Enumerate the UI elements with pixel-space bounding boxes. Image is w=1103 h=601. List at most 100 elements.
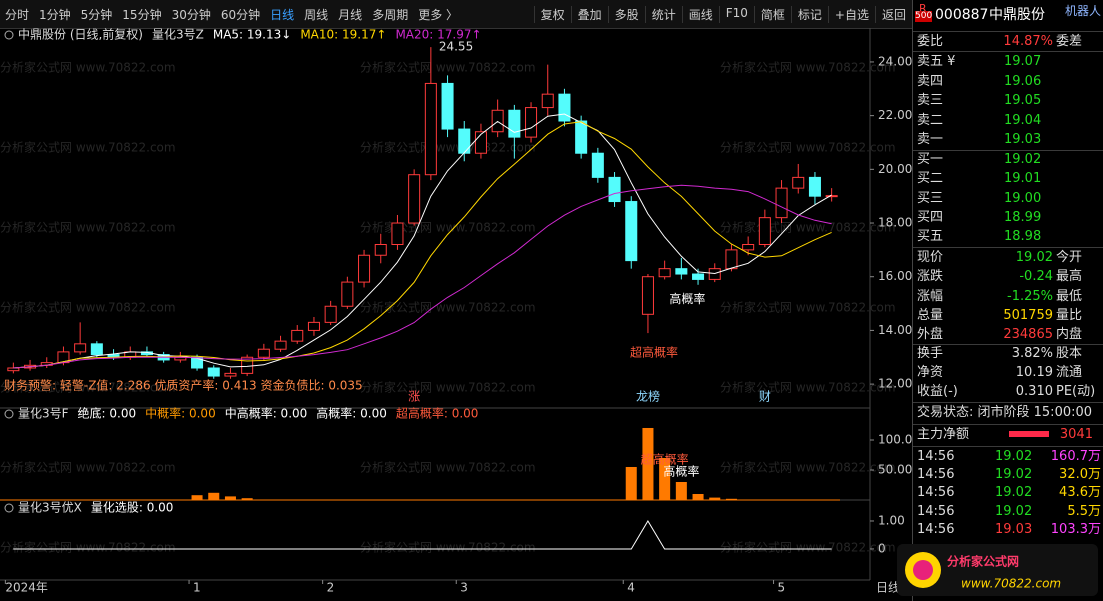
watermark: 分析家公式网 www.70822.com: [0, 380, 176, 395]
tool-button[interactable]: 返回: [874, 5, 912, 23]
period-label: 日线: [876, 581, 900, 595]
candle-body: [825, 195, 838, 198]
candle-body: [458, 128, 471, 154]
bid-label: 买四: [917, 209, 944, 225]
tool-button[interactable]: 叠加: [570, 5, 608, 23]
trade-volume: 32.0万: [1059, 467, 1101, 483]
candle-body: [608, 176, 621, 203]
candle-body: [641, 276, 654, 315]
event-marker: 涨: [408, 389, 420, 404]
ask-label: 卖二: [917, 112, 944, 128]
tool-button[interactable]: 标记: [790, 5, 828, 23]
separator: [913, 344, 1103, 345]
period-tab[interactable]: 月线: [338, 7, 363, 22]
stat-label: 涨幅: [917, 288, 944, 304]
bar: [725, 498, 737, 500]
tool-buttons: 复权 叠加 多股 统计 画线 F10 简框 标记 +自选 返回: [533, 5, 912, 23]
bar: [625, 466, 637, 500]
stat-value: -0.24: [1019, 269, 1053, 285]
trade-time: 14:56: [917, 521, 955, 537]
ratio-label: 委比: [917, 34, 944, 49]
watermark: 分析家公式网 www.70822.com: [720, 60, 896, 75]
tag: 机器人: [1065, 4, 1102, 18]
y-tick-label: 1.00: [878, 513, 905, 527]
bar: [692, 493, 704, 500]
stat-label: 收益(-): [917, 384, 958, 399]
candle-body: [508, 109, 521, 138]
y-tick-label: 22.00: [878, 108, 912, 122]
candle-body: [191, 356, 204, 369]
watermark: 分析家公式网 www.70822.com: [360, 300, 536, 315]
bar: [709, 497, 721, 500]
separator: [913, 51, 1103, 52]
x-tick-label: 5: [778, 581, 786, 595]
tool-button[interactable]: 复权: [533, 5, 571, 23]
watermark: 分析家公式网 www.70822.com: [720, 540, 896, 555]
trade-time: 14:56: [917, 503, 955, 519]
trade-time: 14:56: [917, 485, 955, 501]
candle-body: [424, 82, 437, 176]
stat-label: 股本: [1056, 346, 1083, 361]
period-tab[interactable]: 1分钟: [39, 7, 71, 22]
candle-body: [525, 107, 538, 138]
candle-body: [241, 356, 254, 374]
trade-price: 19.02: [995, 485, 1033, 501]
ma-line: [13, 113, 832, 369]
period-tab[interactable]: 日线: [270, 7, 295, 22]
period-tab[interactable]: 分时: [5, 7, 30, 22]
period-tab[interactable]: 5分钟: [80, 7, 113, 22]
candle-body: [558, 93, 571, 122]
stat-label: 总量: [917, 307, 944, 323]
stat-value: 19.02: [1015, 250, 1053, 265]
y-tick-label: 14.00: [878, 323, 912, 337]
candle-body: [775, 187, 788, 219]
tool-button[interactable]: F10: [718, 5, 754, 23]
event-marker: 龙榜: [636, 389, 660, 404]
candle-body: [474, 131, 487, 154]
ma-line: [13, 184, 832, 369]
candle-body: [758, 217, 771, 246]
watermark: 分析家公式网 www.70822.com: [0, 60, 176, 75]
tool-button[interactable]: 简框: [753, 5, 791, 23]
period-tab[interactable]: 多周期: [372, 7, 409, 22]
separator: [913, 424, 1103, 425]
candle-body: [291, 329, 304, 342]
period-tab[interactable]: 15分钟: [122, 7, 162, 22]
period-tab[interactable]: 30分钟: [171, 7, 211, 22]
separator: [913, 247, 1103, 248]
bar: [224, 496, 236, 500]
watermark: 分析家公式网 www.70822.com: [720, 460, 896, 475]
candle-body: [358, 254, 371, 283]
stat-label: 净资: [917, 365, 944, 380]
bid-label: 买二: [917, 171, 944, 187]
candle-body: [625, 201, 638, 262]
ask-label: 卖四: [917, 73, 944, 89]
tool-button[interactable]: 画线: [681, 5, 719, 23]
header-text: 超高概率: 0.00: [396, 406, 479, 421]
watermark: 分析家公式网 www.70822.com: [0, 540, 176, 555]
ma-line: [13, 121, 832, 369]
tool-button[interactable]: 统计: [644, 5, 682, 23]
period-tab[interactable]: 60分钟: [220, 7, 261, 22]
signal-label: 超高概率: [630, 345, 678, 360]
y-tick-label: 18.00: [878, 216, 912, 230]
watermark: 分析家公式网 www.70822.com: [360, 60, 536, 75]
header-text: 量化3号优X: [18, 501, 82, 515]
separator: [913, 402, 1103, 403]
candle-body: [307, 321, 320, 331]
candle-body: [341, 281, 354, 307]
watermark: 分析家公式网 www.70822.com: [720, 220, 896, 235]
trade-volume: 160.7万: [1050, 449, 1101, 464]
header-icon: [4, 30, 14, 40]
period-tab[interactable]: 更多 〉: [418, 7, 459, 22]
tool-button[interactable]: 多股: [607, 5, 645, 23]
stat-value: 0.310: [1015, 384, 1053, 399]
candle-body: [792, 176, 805, 189]
period-tab[interactable]: 周线: [304, 7, 329, 22]
bar: [191, 495, 203, 500]
peak-label: 24.55: [439, 40, 473, 54]
tool-button[interactable]: +自选: [827, 5, 875, 23]
watermark: 分析家公式网 www.70822.com: [720, 300, 896, 315]
stat-label: 最低: [1056, 288, 1083, 304]
